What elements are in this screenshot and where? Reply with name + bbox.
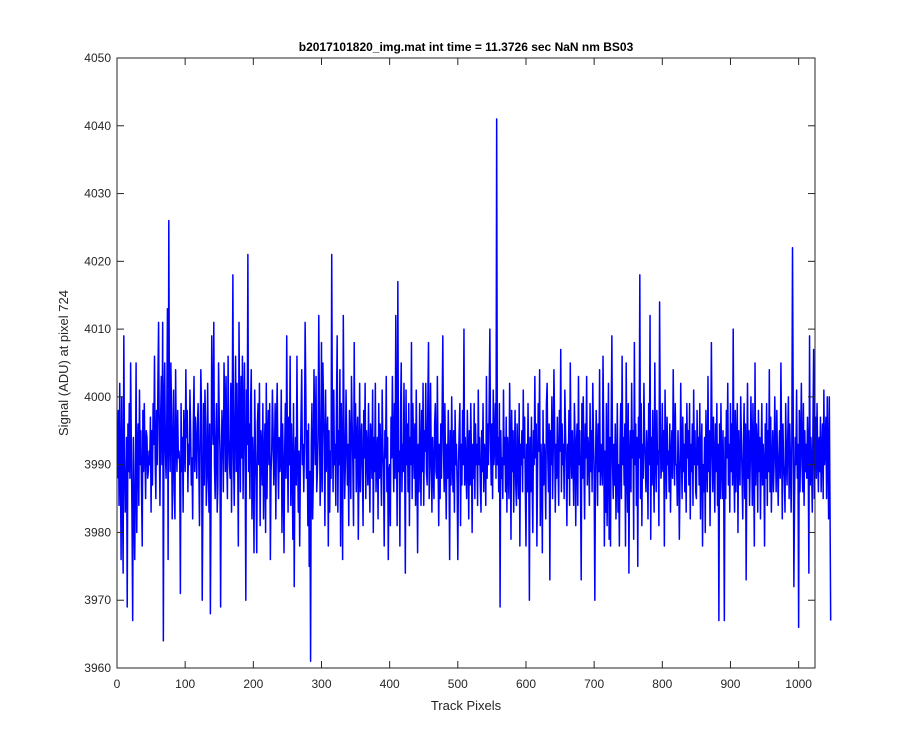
y-tick-label: 3980 [84, 525, 111, 539]
x-tick-label: 100 [175, 677, 195, 691]
x-tick-label: 0 [114, 677, 121, 691]
x-tick-label: 800 [652, 677, 672, 691]
x-tick-label: 900 [720, 677, 740, 691]
x-tick-label: 700 [584, 677, 604, 691]
x-axis-label: Track Pixels [431, 698, 502, 713]
x-tick-label: 500 [448, 677, 468, 691]
y-tick-label: 4000 [84, 390, 111, 404]
y-tick-label: 4050 [84, 51, 111, 65]
x-tick-label: 300 [311, 677, 331, 691]
y-tick-label: 4010 [84, 322, 111, 336]
x-tick-label: 1000 [785, 677, 812, 691]
axes-box [116, 57, 816, 669]
y-axis-label: Signal (ADU) at pixel 724 [56, 290, 71, 436]
y-tick-label: 3990 [84, 458, 111, 472]
series-line-1 [116, 118, 832, 662]
y-tick-label: 3960 [84, 661, 111, 675]
plot-area [117, 58, 815, 668]
y-tick-label: 4040 [84, 119, 111, 133]
x-tick-label: 200 [243, 677, 263, 691]
y-tick-label: 4020 [84, 254, 111, 268]
chart-title: b2017101820_img.mat int time = 11.3726 s… [299, 40, 634, 54]
y-tick-label: 4030 [84, 187, 111, 201]
x-tick-label: 400 [380, 677, 400, 691]
x-tick-label: 600 [516, 677, 536, 691]
series-layer [116, 118, 832, 662]
y-tick-label: 3970 [84, 593, 111, 607]
axes: 0 100 200 300 400 500 600 700 800 900 1000 3960 3970… [84, 51, 816, 691]
